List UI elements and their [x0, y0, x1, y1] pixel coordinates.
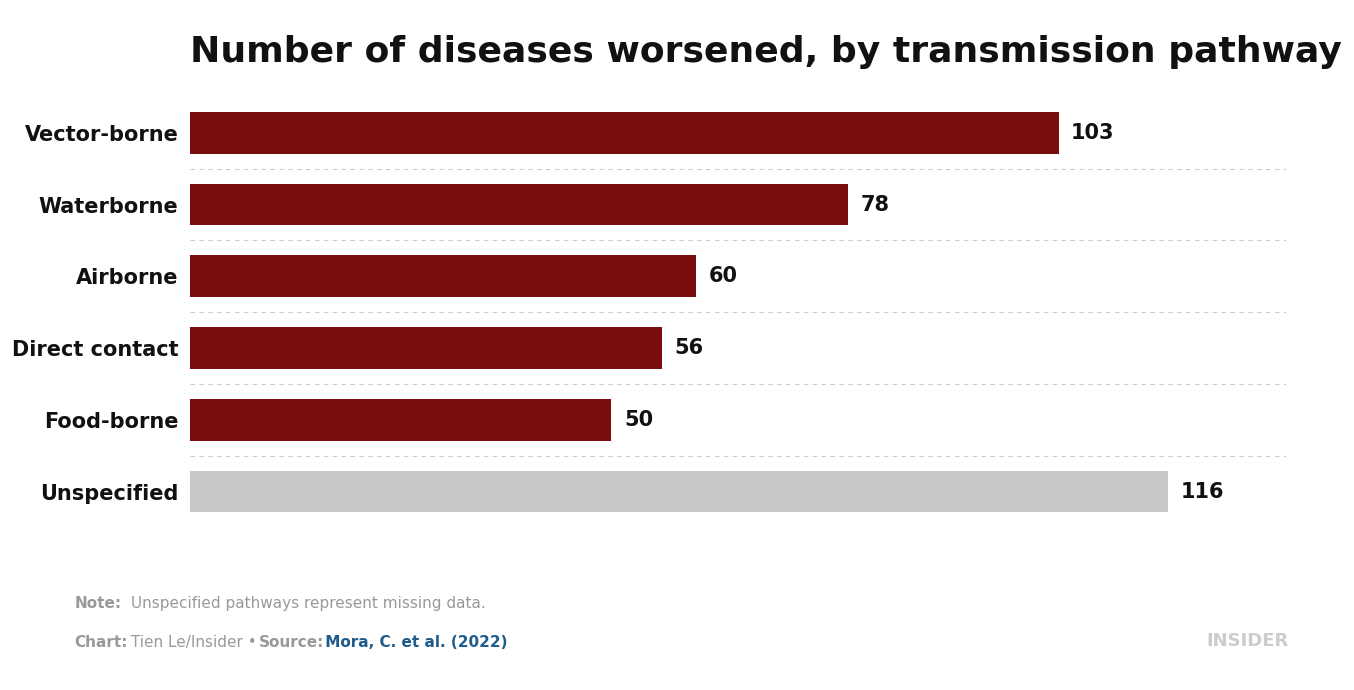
- Text: 50: 50: [624, 410, 653, 430]
- Text: 56: 56: [674, 338, 704, 358]
- Text: Note:: Note:: [74, 595, 122, 611]
- Bar: [190, 112, 1059, 154]
- Text: 103: 103: [1071, 123, 1114, 143]
- Text: 60: 60: [708, 266, 738, 286]
- Text: Source:: Source:: [259, 635, 324, 650]
- Text: Chart:: Chart:: [74, 635, 129, 650]
- Text: Unspecified pathways represent missing data.: Unspecified pathways represent missing d…: [126, 595, 486, 611]
- Bar: [190, 471, 1169, 513]
- Text: 116: 116: [1181, 482, 1224, 502]
- Bar: [190, 184, 848, 226]
- Text: INSIDER: INSIDER: [1206, 632, 1289, 650]
- Text: Tien Le/Insider •: Tien Le/Insider •: [126, 635, 261, 650]
- Text: Number of diseases worsened, by transmission pathway: Number of diseases worsened, by transmis…: [190, 35, 1342, 69]
- Text: 78: 78: [860, 195, 890, 215]
- Bar: [190, 255, 696, 297]
- Bar: [190, 399, 612, 441]
- Text: Mora, C. et al. (2022): Mora, C. et al. (2022): [320, 635, 506, 650]
- Bar: [190, 327, 662, 369]
